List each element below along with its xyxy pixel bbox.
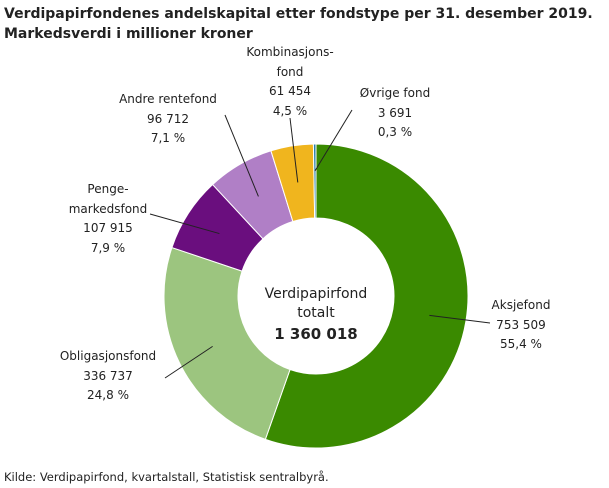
slice [264,143,469,449]
percent-label: 4,5 % [272,103,308,118]
slice [312,143,317,219]
leader-line [314,109,353,172]
leader-line [224,114,259,197]
slice [163,246,291,440]
percent-label: 55,4 % [500,337,542,351]
slice-label: Andre rentefond 96 712 7,1 % [119,90,217,149]
value-label: 61 454 [268,84,311,98]
source: Kilde: Verdipapirfond, kvartalstall, Sta… [4,470,329,484]
slice-label: Penge- markedsfond 107 915 7,9 % [69,180,148,258]
percent-label: 24,8 % [87,388,129,402]
category-label: Obligasjonsfond [59,349,157,363]
center-text: Verdipapirfond totalt [264,286,368,321]
slice-label: Kombinasjons- fond 61 454 4,5 % [246,43,333,121]
center-label: Verdipapirfond totalt 1 360 018 [265,266,368,363]
percent-label: 7,1 % [150,131,186,145]
category-label: Aksjefond [491,298,551,312]
total-label: 1 360 018 [274,325,358,343]
leader-line [289,117,299,183]
percent-label: 0,3 % [377,125,413,139]
leader-line [149,213,220,235]
value-label: 96 712 [147,111,189,126]
chart-title: Verdipapirfondenes andelskapital etter f… [4,6,593,22]
leader-line [164,345,213,379]
category-label: Kombinasjons- fond [246,45,334,79]
slice-label: Øvrige fond 3 691 0,3 % [360,84,430,143]
slice-label: Aksjefond 753 509 55,4 % [492,296,551,355]
category-label: Penge- markedsfond [68,182,148,216]
value-label: 107 915 [83,221,133,235]
category-label: Øvrige fond [359,86,431,100]
value-label: 753 509 [496,317,546,332]
chart-subtitle: Markedsverdi i millioner kroner [4,26,253,42]
value-label: 3 691 [377,105,413,120]
slice-label: Obligasjonsfond 336 737 24,8 % [60,347,156,406]
leader-line [429,314,491,324]
category-label: Andre rentefond [119,92,217,106]
value-label: 336 737 [83,368,133,383]
percent-label: 7,9 % [90,240,126,255]
